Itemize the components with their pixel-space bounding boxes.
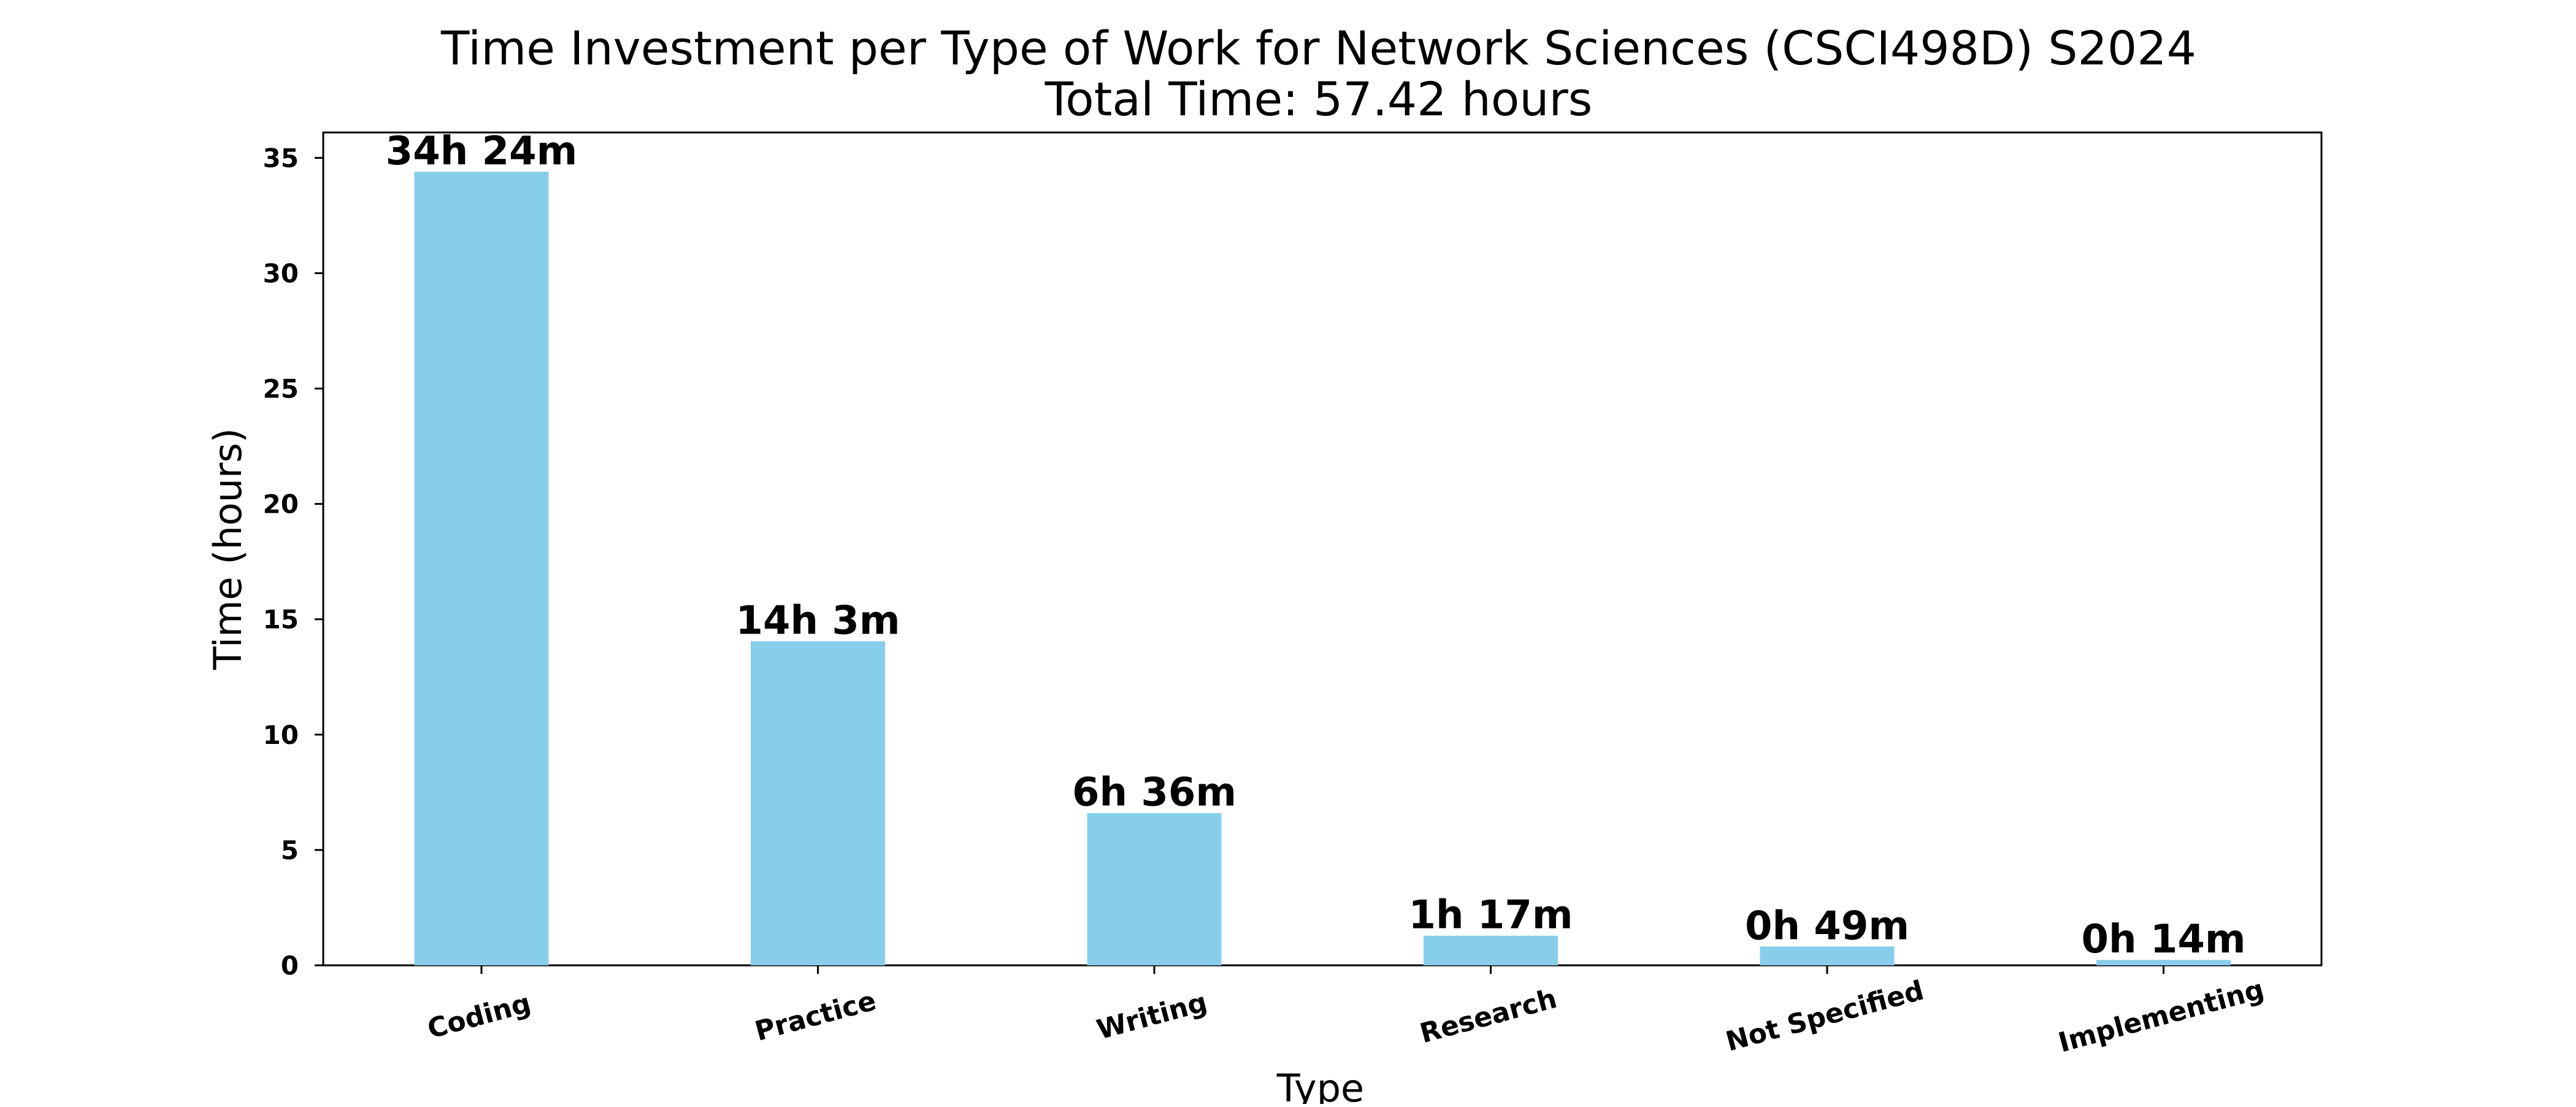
bar-value-label: 34h 24m [386,129,578,174]
y-tick-label: 5 [281,835,299,865]
x-tick-label: Practice [752,985,880,1047]
bar-value-label: 14h 3m [735,598,900,643]
bar-value-label: 6h 36m [1072,770,1236,816]
bar [1760,946,1895,965]
y-tick-label: 25 [263,374,299,404]
x-axis-label: Type [1276,1066,1364,1104]
y-tick-label: 35 [263,143,299,173]
x-tick-label: Not Specified [1723,975,1927,1057]
bar-value-label: 1h 17m [1408,893,1573,938]
bar-value-label: 0h 14m [2081,917,2245,962]
x-tick-label: Implementing [2055,974,2267,1059]
y-tick-label: 15 [263,605,299,635]
bars-layer [414,171,2231,965]
y-axis: 0 5 10 15 20 25 30 35 [263,143,323,981]
bar [414,171,549,965]
bar [1087,813,1222,965]
y-axis-label: Time (hours) [205,428,250,670]
x-tick-label: Research [1417,983,1560,1049]
bar [1424,935,1558,965]
x-tick-label: Coding [424,987,534,1045]
y-tick-label: 10 [263,720,299,750]
x-axis: Coding Practice Writing Research Not Specifi… [424,965,2267,1059]
y-tick-label: 20 [263,489,299,519]
y-tick-label: 30 [263,258,299,288]
bar [751,641,885,965]
chart-subtitle: Total Time: 57.42 hours [1045,72,1593,126]
y-tick-label: 0 [281,951,299,981]
chart-title: Time Investment per Type of Work for Net… [440,21,2196,75]
x-tick-label: Writing [1094,987,1210,1046]
bar [2096,960,2231,965]
bar-value-label: 0h 49m [1745,903,1909,949]
data-labels: 34h 24m 14h 3m 6h 36m 1h 17m 0h 49m 0h 14m [386,129,2246,962]
plot-area [322,131,2323,967]
